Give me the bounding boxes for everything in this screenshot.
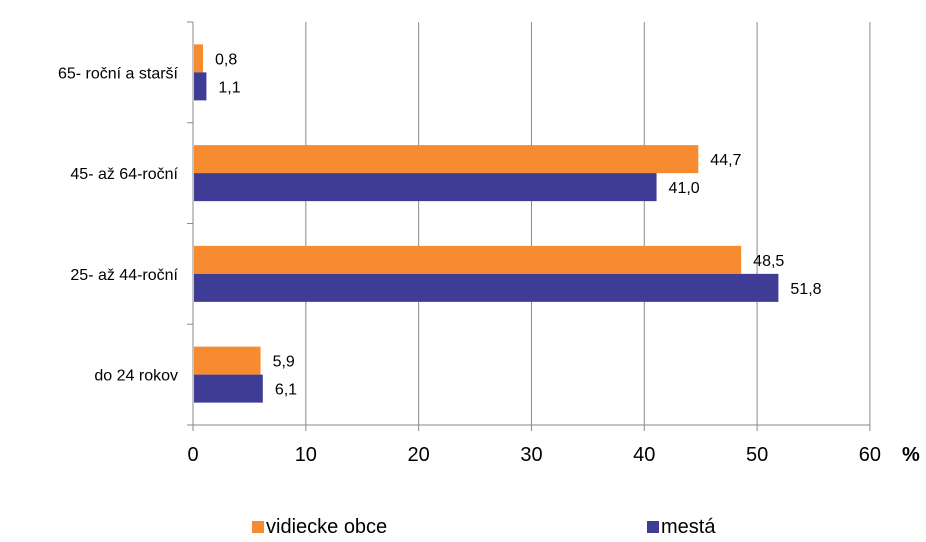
bar (194, 72, 206, 100)
data-label: 41,0 (669, 180, 700, 197)
legend: vidiecke obce mestá (252, 516, 716, 538)
x-tick-label: 60 (859, 444, 881, 466)
x-tick-label: 30 (520, 444, 542, 466)
bar (194, 347, 261, 375)
data-label: 48,5 (753, 253, 784, 270)
bars (194, 44, 778, 402)
bar (194, 173, 657, 201)
category-label: 65- roční a starší (58, 65, 179, 82)
category-label: 25- až 44-roční (70, 267, 178, 284)
legend-label: mestá (661, 516, 716, 538)
bar (194, 44, 203, 72)
legend-swatch (252, 521, 264, 533)
data-label: 51,8 (790, 281, 821, 298)
bar (194, 274, 778, 302)
gridlines (306, 22, 870, 425)
x-tick-labels: 0 10 20 30 40 50 60 (187, 444, 881, 466)
data-label: 0,8 (215, 51, 237, 68)
data-label: 44,7 (710, 152, 741, 169)
category-label: 45- až 64-roční (70, 166, 178, 183)
x-tick-label: 10 (295, 444, 317, 466)
legend-swatch (647, 521, 659, 533)
x-tick-label: 50 (746, 444, 768, 466)
bar (194, 375, 263, 403)
x-tick-label: 20 (408, 444, 430, 466)
x-tick-label: 0 (187, 444, 198, 466)
bar (194, 246, 741, 274)
x-unit-label: % (902, 444, 920, 466)
data-label: 6,1 (275, 382, 297, 399)
category-label: do 24 rokov (94, 368, 178, 385)
legend-label: vidiecke obce (266, 516, 387, 538)
category-labels: 65- roční a starší 45- až 64-roční 25- až … (58, 65, 179, 384)
data-label: 5,9 (273, 354, 295, 371)
data-label: 1,1 (218, 79, 240, 96)
x-tick-label: 40 (633, 444, 655, 466)
bar (194, 145, 698, 173)
